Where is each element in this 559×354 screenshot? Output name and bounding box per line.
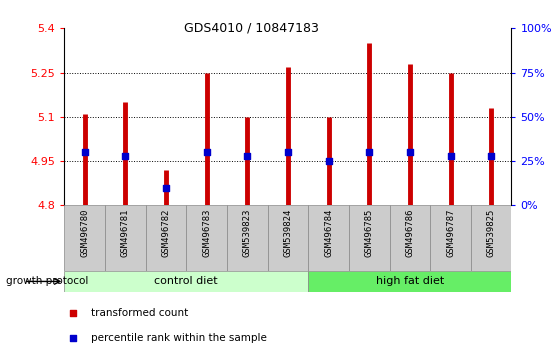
Point [324,158,333,164]
Text: control diet: control diet [154,276,218,286]
Point [405,149,414,155]
Point [69,310,78,316]
Text: high fat diet: high fat diet [376,276,444,286]
Point [446,153,455,159]
Text: growth protocol: growth protocol [6,276,88,286]
Bar [268,205,308,271]
Bar [430,205,471,271]
Point [121,153,130,159]
Point [364,149,373,155]
Point [283,149,292,155]
Text: GSM496783: GSM496783 [202,209,211,257]
Point [487,153,496,159]
Bar [145,205,186,271]
Text: GSM539825: GSM539825 [487,209,496,257]
Text: GSM539823: GSM539823 [243,209,252,257]
Bar [390,205,430,271]
Point [80,149,89,155]
Text: GSM496784: GSM496784 [324,209,333,257]
Text: GSM496786: GSM496786 [405,209,414,257]
Bar [308,271,511,292]
Text: GDS4010 / 10847183: GDS4010 / 10847183 [184,21,319,34]
Bar [64,271,308,292]
Bar [308,205,349,271]
Text: percentile rank within the sample: percentile rank within the sample [91,333,267,343]
Bar [105,205,145,271]
Text: GSM496780: GSM496780 [80,209,89,257]
Text: GSM496785: GSM496785 [364,209,374,257]
Text: GSM496787: GSM496787 [446,209,455,257]
Bar [471,205,511,271]
Text: GSM496781: GSM496781 [121,209,130,257]
Bar [349,205,390,271]
Text: GSM539824: GSM539824 [283,209,292,257]
Bar [186,205,227,271]
Text: GSM496782: GSM496782 [162,209,170,257]
Bar [227,205,268,271]
Point [202,149,211,155]
Text: transformed count: transformed count [91,308,188,318]
Point [69,335,78,341]
Point [162,185,170,190]
Point [243,153,252,159]
Bar [64,205,105,271]
